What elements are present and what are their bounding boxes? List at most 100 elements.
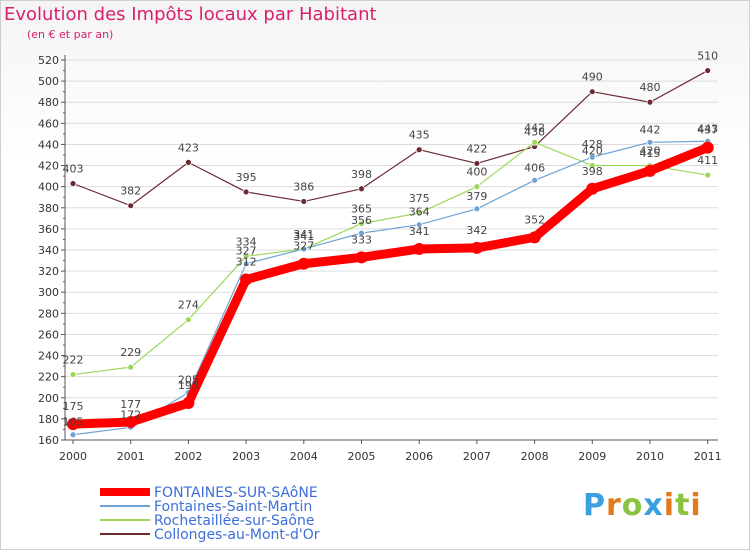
series-3-point-2009 xyxy=(588,88,596,96)
series-3-label-2005: 398 xyxy=(351,168,372,181)
series-3-point-2005 xyxy=(358,185,365,193)
y-tick-label-440: 440 xyxy=(38,138,59,151)
x-tick-label-2007: 2007 xyxy=(463,450,491,463)
legend-label-0: FONTAINES-SUR-SAôNE xyxy=(154,485,318,501)
series-3-point-2010 xyxy=(646,98,654,106)
series-0-point-2011 xyxy=(701,141,714,154)
series-3-label-2001: 382 xyxy=(120,185,141,198)
series-0-point-2001 xyxy=(124,416,137,429)
series-1-label-2011: 443 xyxy=(697,122,718,135)
series-line-1 xyxy=(72,140,709,436)
series-3-label-2002: 423 xyxy=(178,141,199,154)
series-2-point-2007 xyxy=(473,183,481,191)
y-tick-label-460: 460 xyxy=(38,117,59,130)
series-2-point-2003 xyxy=(242,252,250,260)
series-0-label-2008: 352 xyxy=(524,213,545,226)
y-tick-label-380: 380 xyxy=(38,202,59,215)
series-2-point-2006 xyxy=(415,209,423,217)
series-3-point-2007 xyxy=(473,160,481,167)
series-1-point-2003 xyxy=(242,260,250,268)
y-tick-label-180: 180 xyxy=(38,413,59,426)
series-0-point-2004 xyxy=(297,257,310,270)
series-2-label-2008: 442 xyxy=(524,121,545,134)
y-tick-label-480: 480 xyxy=(38,96,59,109)
series-2-point-2008 xyxy=(531,138,538,146)
y-tick-label-200: 200 xyxy=(38,392,59,405)
series-0-label-2010: 415 xyxy=(640,147,661,160)
x-tick-label-2010: 2010 xyxy=(636,450,664,463)
y-tick-label-240: 240 xyxy=(38,350,59,363)
y-tick-label-400: 400 xyxy=(38,181,59,194)
series-3-label-2011: 510 xyxy=(697,50,718,63)
y-tick-label-500: 500 xyxy=(38,75,59,88)
series-1-label-2006: 364 xyxy=(409,206,430,219)
series-1-point-2010 xyxy=(646,138,654,146)
series-0-label-2009: 398 xyxy=(582,165,603,178)
series-2-point-2001 xyxy=(127,363,135,371)
series-3-point-2011 xyxy=(704,67,712,74)
series-3-point-2001 xyxy=(127,202,135,210)
series-1-point-2005 xyxy=(358,229,365,237)
series-0-label-2005: 333 xyxy=(351,233,372,246)
legend-label-3: Collonges-au-Mont-d'Or xyxy=(154,527,320,543)
series-2-label-2009: 420 xyxy=(582,145,603,158)
series-1-label-2008: 406 xyxy=(524,161,545,174)
series-2-label-2003: 334 xyxy=(236,235,257,248)
y-tick-label-340: 340 xyxy=(38,244,59,257)
series-2-point-2000 xyxy=(69,371,77,378)
x-tick-label-2004: 2004 xyxy=(290,450,318,463)
series-3-label-2003: 395 xyxy=(236,171,257,184)
series-1-label-2005: 356 xyxy=(351,214,372,227)
x-tick-label-2011: 2011 xyxy=(694,450,722,463)
series-1-label-2002: 205 xyxy=(178,374,199,387)
series-2-label-2006: 375 xyxy=(409,192,430,205)
series-2-label-2004: 341 xyxy=(293,228,314,241)
y-tick-label-420: 420 xyxy=(38,160,59,173)
series-line-0 xyxy=(68,143,713,429)
series-1-point-2006 xyxy=(415,221,423,229)
series-2-point-2005 xyxy=(358,220,365,228)
series-0-point-2007 xyxy=(470,241,483,254)
x-tick-label-2002: 2002 xyxy=(174,450,202,463)
series-2-label-2011: 411 xyxy=(697,154,718,167)
series-0-label-2006: 341 xyxy=(409,225,430,238)
y-tick-label-260: 260 xyxy=(38,328,59,341)
proxiti-logo: Proxiti xyxy=(583,488,702,523)
series-0-point-2008 xyxy=(528,231,541,244)
series-1-point-2000 xyxy=(69,431,77,439)
series-1-label-2001: 172 xyxy=(120,408,141,421)
series-0-label-2000: 175 xyxy=(63,400,84,413)
series-1-label-2007: 379 xyxy=(466,190,487,203)
y-tick-label-360: 360 xyxy=(38,223,59,236)
x-tick-label-2000: 2000 xyxy=(59,450,87,463)
series-3-label-2010: 480 xyxy=(640,81,661,94)
series-2-label-2000: 222 xyxy=(63,354,84,367)
series-0-point-2009 xyxy=(586,182,599,195)
series-3-label-2009: 490 xyxy=(582,71,603,84)
chart-title: Evolution des Impôts locaux par Habitant xyxy=(4,4,377,25)
series-0-point-2006 xyxy=(413,242,426,255)
series-0-point-2010 xyxy=(644,164,656,177)
series-2-label-2010: 420 xyxy=(640,145,661,158)
series-0-label-2002: 195 xyxy=(178,379,199,392)
series-1-label-2000: 165 xyxy=(63,416,84,429)
series-0-label-2007: 342 xyxy=(466,224,487,237)
series-1-label-2004: 341 xyxy=(293,230,314,243)
y-tick-label-160: 160 xyxy=(38,434,59,447)
series-line-3 xyxy=(72,69,709,207)
series-3-label-2008: 438 xyxy=(524,126,545,139)
y-tick-label-280: 280 xyxy=(38,307,59,320)
series-1-label-2003: 327 xyxy=(236,245,257,258)
x-tick-label-2008: 2008 xyxy=(521,450,549,463)
series-2-point-2009 xyxy=(588,162,596,169)
chart-subtitle: (en € et par an) xyxy=(27,28,114,41)
y-tick-label-300: 300 xyxy=(38,286,59,299)
legend-label-1: Fontaines-Saint-Martin xyxy=(154,499,312,515)
series-line-2 xyxy=(72,141,709,376)
series-3-point-2000 xyxy=(69,180,77,187)
series-2-label-2007: 400 xyxy=(466,166,487,179)
series-3-point-2002 xyxy=(184,158,192,166)
legend-label-2: Rochetaillée-sur-Saône xyxy=(154,513,314,529)
series-0-label-2003: 312 xyxy=(236,256,257,269)
